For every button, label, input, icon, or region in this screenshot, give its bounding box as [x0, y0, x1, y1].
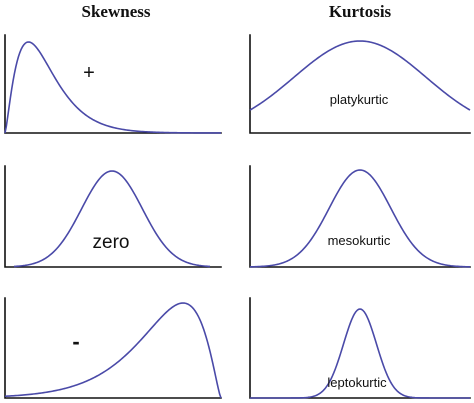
negative-skew-axes	[4, 297, 222, 399]
kurtosis-column-title: Kurtosis	[329, 2, 392, 21]
leptokurtic-curve	[250, 308, 470, 399]
symmetric-curve	[13, 170, 211, 268]
mesokurtic-axes	[249, 165, 471, 268]
skewness-column-title: Skewness	[82, 2, 151, 21]
platykurtic-curve	[249, 40, 471, 111]
zero-skew-axes	[4, 165, 222, 268]
positive-skew-sign: +	[83, 62, 95, 84]
positive-skew-panel: +	[4, 34, 222, 134]
mesokurtic-panel: mesokurtic	[249, 165, 471, 268]
zero-skew-label: zero	[93, 232, 130, 253]
positive-skew-curve	[4, 41, 221, 134]
mesokurtic-curve	[249, 169, 471, 268]
mesokurtic-label: mesokurtic	[328, 233, 391, 248]
leptokurtic-panel: leptokurtic	[249, 297, 471, 399]
negative-skew-panel: -	[4, 297, 222, 399]
platykurtic-axes	[249, 34, 471, 134]
negative-skew-sign: -	[72, 329, 79, 354]
platykurtic-panel: platykurtic	[249, 34, 471, 134]
zero-skew-panel: zero	[4, 165, 222, 268]
leptokurtic-label: leptokurtic	[327, 375, 387, 390]
platykurtic-label: platykurtic	[330, 92, 389, 107]
negative-skew-curve	[4, 302, 222, 399]
